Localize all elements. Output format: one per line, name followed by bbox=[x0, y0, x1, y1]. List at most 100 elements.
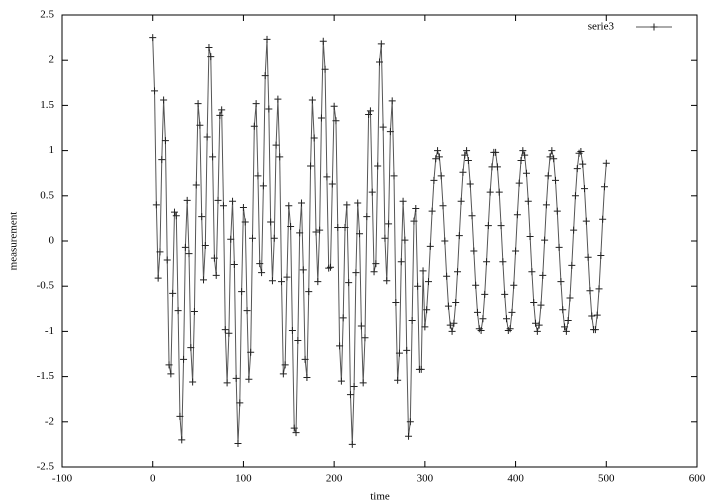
point-marker bbox=[600, 183, 608, 191]
point-marker bbox=[283, 273, 291, 281]
point-marker bbox=[537, 301, 545, 309]
x-tick-label: -100 bbox=[52, 473, 73, 485]
point-marker bbox=[308, 96, 316, 104]
y-tick-label: 1 bbox=[49, 144, 55, 156]
point-marker bbox=[229, 197, 237, 205]
point-marker bbox=[383, 277, 391, 285]
point-marker bbox=[346, 391, 354, 399]
point-marker bbox=[170, 208, 178, 216]
point-marker bbox=[172, 212, 180, 220]
point-marker bbox=[464, 157, 472, 165]
point-marker bbox=[247, 348, 255, 356]
y-tick-label: -1.5 bbox=[37, 370, 55, 382]
point-marker bbox=[403, 346, 411, 354]
x-tick-label: 200 bbox=[326, 473, 343, 485]
point-marker bbox=[292, 429, 300, 437]
point-marker bbox=[392, 298, 400, 306]
point-marker bbox=[243, 307, 251, 315]
point-marker bbox=[504, 326, 512, 334]
point-marker bbox=[444, 302, 452, 310]
point-marker bbox=[359, 379, 367, 387]
point-marker bbox=[236, 399, 244, 407]
point-marker bbox=[196, 121, 204, 129]
point-marker bbox=[190, 308, 198, 316]
point-marker bbox=[156, 248, 164, 256]
point-marker bbox=[259, 182, 267, 190]
point-marker bbox=[314, 278, 322, 286]
point-marker bbox=[470, 247, 478, 255]
point-marker bbox=[475, 325, 483, 333]
point-marker bbox=[281, 361, 289, 369]
point-marker bbox=[559, 306, 567, 314]
point-marker bbox=[542, 201, 550, 209]
point-marker bbox=[149, 34, 157, 42]
point-marker bbox=[570, 226, 578, 234]
y-tick-label: 2 bbox=[49, 54, 55, 66]
point-marker bbox=[198, 213, 206, 221]
point-marker bbox=[419, 267, 427, 275]
point-marker bbox=[180, 355, 188, 363]
point-marker bbox=[316, 226, 324, 234]
point-marker bbox=[194, 100, 202, 108]
point-marker bbox=[167, 370, 175, 378]
point-marker bbox=[185, 250, 193, 258]
point-marker bbox=[602, 159, 610, 167]
point-marker bbox=[481, 290, 489, 298]
point-marker bbox=[417, 365, 425, 373]
point-marker bbox=[379, 123, 387, 131]
point-marker bbox=[486, 188, 494, 196]
point-marker bbox=[573, 165, 581, 173]
point-marker bbox=[274, 95, 282, 103]
point-marker bbox=[376, 58, 383, 66]
point-marker bbox=[499, 258, 507, 266]
point-marker bbox=[265, 105, 273, 113]
point-marker bbox=[595, 285, 603, 293]
point-marker bbox=[519, 147, 527, 155]
x-tick-label: 600 bbox=[689, 473, 706, 485]
point-marker bbox=[151, 87, 159, 95]
legend-label: serie3 bbox=[588, 21, 615, 33]
point-marker bbox=[183, 196, 191, 204]
point-marker bbox=[163, 256, 171, 264]
point-marker bbox=[354, 199, 362, 207]
point-marker bbox=[366, 107, 374, 115]
point-marker bbox=[395, 349, 403, 357]
point-marker bbox=[261, 72, 269, 80]
y-tick-label: 1.5 bbox=[40, 99, 54, 111]
point-marker bbox=[581, 185, 589, 193]
point-marker bbox=[575, 149, 583, 157]
y-tick-label: 0.5 bbox=[40, 189, 54, 201]
point-marker bbox=[544, 172, 552, 180]
point-marker bbox=[399, 197, 407, 205]
point-marker bbox=[506, 325, 514, 333]
x-tick-label: 400 bbox=[507, 473, 524, 485]
point-marker bbox=[381, 234, 389, 242]
point-marker bbox=[472, 281, 480, 289]
point-marker bbox=[492, 148, 500, 156]
point-marker bbox=[256, 260, 264, 268]
point-marker bbox=[234, 439, 242, 447]
point-marker bbox=[372, 260, 380, 268]
point-marker bbox=[561, 323, 569, 331]
point-marker bbox=[332, 117, 340, 125]
point-marker bbox=[435, 153, 443, 161]
point-marker bbox=[350, 383, 358, 391]
point-marker bbox=[192, 181, 200, 189]
point-marker bbox=[434, 147, 442, 155]
point-marker bbox=[239, 204, 247, 212]
point-marker bbox=[446, 321, 454, 329]
point-marker bbox=[477, 326, 485, 334]
point-marker bbox=[457, 197, 465, 205]
point-marker bbox=[421, 323, 429, 331]
point-marker bbox=[437, 172, 445, 180]
point-marker bbox=[296, 229, 304, 237]
y-axis-label: measurement bbox=[8, 212, 20, 271]
point-marker bbox=[294, 336, 302, 344]
point-marker bbox=[385, 220, 393, 228]
point-marker bbox=[305, 288, 313, 296]
point-marker bbox=[279, 370, 287, 378]
point-marker bbox=[530, 298, 538, 306]
y-tick-label: -0.5 bbox=[37, 280, 55, 292]
point-marker bbox=[356, 230, 364, 238]
